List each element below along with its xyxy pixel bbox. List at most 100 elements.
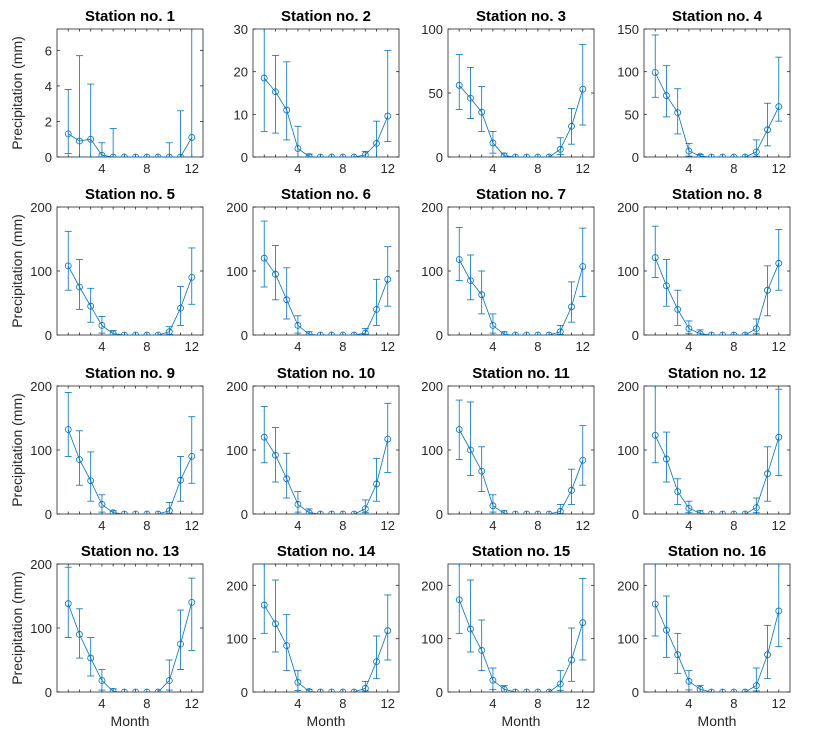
data-point — [651, 600, 659, 608]
y-axis-label: Precipitation (mm) — [9, 214, 25, 328]
data-point — [478, 108, 486, 116]
data-point — [294, 679, 302, 686]
x-tick-label: 4 — [685, 518, 692, 533]
data-point — [98, 321, 106, 329]
data-point — [188, 599, 196, 606]
data-point — [545, 688, 553, 692]
data-point — [752, 148, 760, 156]
subplot-title: Station no. 1 — [85, 8, 175, 25]
data-point — [568, 656, 575, 664]
data-point — [328, 688, 336, 692]
data-point — [384, 112, 392, 120]
subplot-3: 4 8 12 0 50 100 Station no. 3 — [421, 8, 595, 176]
subplot-6: 4 8 12 0 100 200 Station no. 6 — [226, 186, 400, 354]
data-point — [478, 291, 486, 299]
data-point — [674, 305, 682, 313]
data-point — [109, 153, 117, 157]
data-layer — [455, 399, 587, 514]
subplot-title: Station no. 5 — [85, 186, 175, 203]
y-axis-label: Precipitation (mm) — [9, 571, 25, 685]
series-line — [67, 429, 193, 514]
data-point — [260, 433, 268, 441]
x-tick-label: 12 — [185, 518, 199, 533]
data-point — [455, 81, 463, 89]
data-point — [719, 688, 727, 692]
data-point — [511, 510, 519, 514]
data-point — [316, 331, 324, 335]
subplot-title: Station no. 7 — [476, 186, 566, 203]
data-layer — [64, 29, 196, 157]
y-axis-label: Precipitation (mm) — [9, 36, 25, 150]
x-tick-label: 12 — [185, 161, 199, 176]
data-point — [685, 677, 693, 685]
axes-box — [643, 385, 791, 515]
y-tick-label: 100 — [617, 264, 639, 279]
data-point — [556, 680, 564, 688]
y-tick-label: 0 — [241, 507, 248, 522]
data-point — [339, 153, 347, 157]
data-point — [120, 153, 128, 157]
x-tick-label: 12 — [576, 696, 590, 711]
data-point — [188, 134, 196, 141]
x-tick-label: 8 — [534, 339, 541, 354]
y-tick-label: 30 — [234, 22, 248, 37]
data-point — [361, 505, 369, 513]
data-point — [109, 330, 117, 335]
data-point — [76, 456, 83, 464]
data-point — [534, 331, 542, 335]
data-point — [741, 688, 749, 692]
data-point — [455, 596, 463, 604]
subplot-title: Station no. 4 — [672, 8, 763, 25]
x-tick-label: 12 — [576, 518, 590, 533]
data-layer — [64, 391, 196, 514]
subplot-15: 4 8 12 0 100 200 Station no. 15 Month — [421, 543, 595, 729]
x-axis-label: Month — [502, 713, 541, 729]
x-tick-label: 8 — [534, 161, 541, 176]
data-point — [339, 510, 347, 514]
data-layer — [455, 227, 587, 335]
data-point — [489, 676, 497, 684]
subplot-11: 4 8 12 0 100 200 Station no. 11 — [421, 365, 595, 533]
data-point — [361, 151, 369, 157]
x-tick-label: 4 — [489, 696, 496, 711]
data-point — [339, 688, 347, 692]
subplot-7: 4 8 12 0 100 200 Station no. 7 — [421, 186, 595, 354]
axes-box — [447, 28, 595, 158]
subplot-13: 4 8 12 0 100 200 Station no. 13 Precipitation (… — [9, 543, 204, 729]
y-tick-label: 20 — [234, 65, 248, 80]
data-point — [132, 331, 140, 335]
series-line — [458, 599, 584, 692]
x-tick-label: 4 — [98, 161, 105, 176]
data-point — [272, 620, 279, 628]
subplot-title: Station no. 6 — [281, 186, 371, 203]
x-tick-label: 8 — [339, 161, 346, 176]
y-tick-label: 200 — [421, 379, 443, 394]
data-point — [154, 331, 162, 335]
y-tick-label: 0 — [241, 150, 248, 165]
data-point — [511, 153, 519, 157]
data-point — [373, 658, 380, 665]
data-point — [685, 325, 693, 333]
x-tick-label: 12 — [772, 696, 786, 711]
x-axis-label: Month — [111, 713, 150, 729]
data-point — [272, 451, 279, 459]
y-tick-label: 200 — [30, 379, 52, 394]
x-tick-label: 8 — [534, 696, 541, 711]
data-point — [87, 135, 95, 143]
data-layer — [64, 230, 196, 335]
y-tick-label: 0 — [45, 685, 52, 700]
subplot-title: Station no. 8 — [672, 186, 762, 203]
y-tick-label: 0 — [436, 685, 443, 700]
data-point — [165, 507, 173, 514]
subplot-title: Station no. 2 — [281, 8, 371, 25]
data-point — [305, 688, 313, 692]
data-point — [523, 510, 531, 514]
subplot-title: Station no. 9 — [85, 365, 175, 382]
data-layer — [260, 564, 392, 692]
y-tick-label: 0 — [241, 328, 248, 343]
series-line — [67, 265, 193, 335]
x-axis-label: Month — [698, 713, 737, 729]
data-point — [579, 85, 587, 93]
data-point — [132, 153, 140, 157]
data-point — [455, 256, 463, 263]
